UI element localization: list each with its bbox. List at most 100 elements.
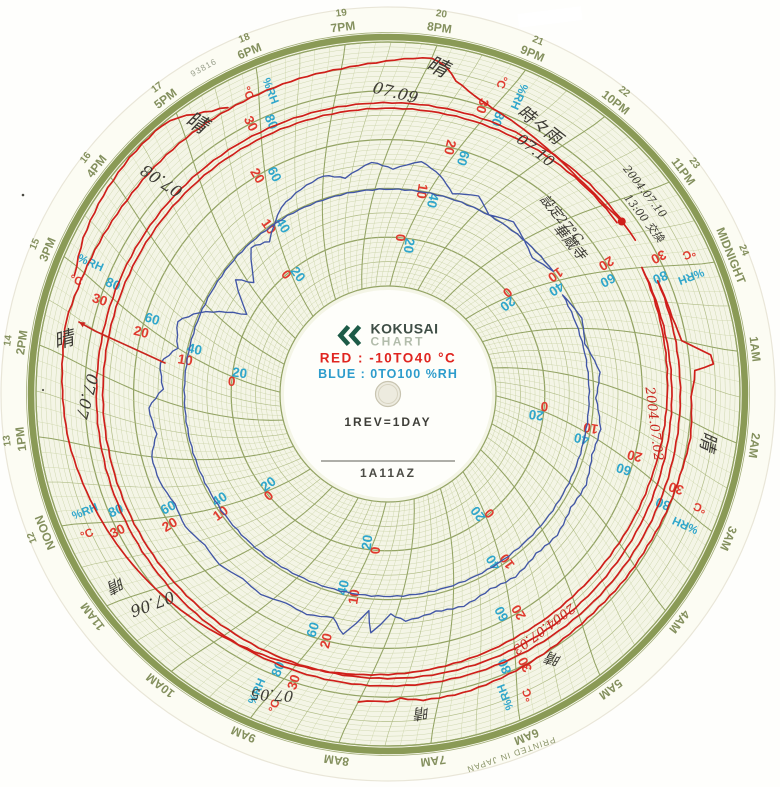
time-grid-line bbox=[495, 391, 718, 518]
scale-value-rh: 40 bbox=[273, 215, 294, 236]
time-grid-line bbox=[408, 98, 580, 289]
time-grid-line bbox=[84, 215, 282, 379]
time-grid-line bbox=[426, 136, 629, 294]
time-grid-line bbox=[40, 450, 296, 469]
hour-number: 21 bbox=[531, 34, 546, 49]
value-grid-circle bbox=[196, 202, 580, 586]
time-grid-line bbox=[491, 423, 666, 612]
scale-value-rh: 40 bbox=[546, 279, 567, 300]
scale-value-c: 10 bbox=[414, 183, 431, 200]
red-arrow-annotation bbox=[78, 321, 166, 364]
hour-label: 1AM bbox=[747, 336, 764, 363]
time-grid-line bbox=[477, 310, 733, 334]
scale-value-rh: 20 bbox=[497, 293, 518, 314]
value-grid-circle bbox=[181, 187, 595, 601]
hour-label: 8PM bbox=[426, 19, 452, 36]
hour-number: 14 bbox=[2, 334, 15, 347]
hour-label: 2AM bbox=[746, 432, 763, 459]
value-grid-circle bbox=[270, 276, 506, 512]
value-grid-circle bbox=[148, 154, 628, 634]
time-grid-line bbox=[214, 87, 304, 327]
hour-number: 24 bbox=[736, 243, 751, 258]
temperature-trace-end-dot bbox=[617, 217, 626, 226]
time-grid-line bbox=[465, 261, 715, 320]
time-grid-line bbox=[163, 122, 294, 343]
time-grid-line bbox=[455, 220, 695, 310]
temperature-trace bbox=[73, 106, 229, 277]
value-grid-circle bbox=[167, 173, 609, 615]
red-arrowhead bbox=[79, 322, 86, 328]
time-grid-line bbox=[475, 457, 575, 693]
scale-value-c: 10 bbox=[177, 351, 194, 368]
scan-glare bbox=[517, 6, 583, 28]
time-grid-line bbox=[494, 409, 692, 573]
time-grid-line bbox=[484, 441, 624, 656]
time-grid-line bbox=[89, 481, 325, 581]
scale-value-rh: 20 bbox=[287, 264, 308, 285]
scale-value-c: 20 bbox=[626, 447, 644, 465]
humidity-trace bbox=[148, 161, 602, 635]
scale-value-rh: 60 bbox=[491, 604, 511, 624]
scale-unit-c: °C bbox=[680, 245, 697, 261]
scale-unit-c: °C bbox=[79, 527, 96, 543]
time-grid-line bbox=[488, 350, 741, 398]
time-grid-line bbox=[264, 501, 391, 724]
hour-label: 8AM bbox=[323, 752, 350, 769]
scale-value-c: 20 bbox=[441, 138, 459, 156]
time-grid-line bbox=[472, 461, 562, 701]
time-grid-line bbox=[313, 46, 332, 302]
time-grid-line bbox=[308, 500, 406, 738]
scale-value-c: 20 bbox=[317, 632, 335, 650]
time-grid-line bbox=[495, 405, 699, 560]
hour-number: 18 bbox=[237, 31, 252, 46]
scale-value-c: 20 bbox=[159, 514, 180, 535]
time-grid-line bbox=[97, 483, 329, 594]
time-grid-line bbox=[451, 480, 482, 735]
time-grid-line bbox=[486, 436, 635, 646]
temperature-trace bbox=[68, 107, 673, 680]
time-grid-line bbox=[430, 147, 640, 296]
time-grid-line bbox=[209, 500, 373, 698]
scale-value-rh: 80 bbox=[261, 112, 281, 132]
time-grid-line bbox=[444, 486, 463, 742]
time-grid-line bbox=[430, 488, 455, 744]
time-grid-line bbox=[116, 488, 337, 619]
scale-value-rh: 20 bbox=[258, 473, 279, 494]
time-grid-line bbox=[375, 54, 483, 287]
time-grid-line bbox=[370, 50, 468, 288]
time-grid-line bbox=[39, 344, 284, 421]
time-grid-line bbox=[482, 445, 613, 666]
scale-unit-c: °C bbox=[692, 499, 708, 515]
revolution-label: 1REV=1DAY bbox=[344, 415, 432, 429]
hour-label: 7PM bbox=[330, 18, 356, 35]
hour-number: 13 bbox=[1, 434, 13, 447]
time-grid-line bbox=[294, 53, 325, 308]
scale-value-c: 10 bbox=[210, 503, 231, 524]
blue-range-label: BLUE : 0TO100 %RH bbox=[318, 367, 458, 381]
brand-sub: CHART bbox=[370, 334, 425, 349]
time-grid-line bbox=[196, 499, 368, 690]
time-grid-line bbox=[389, 69, 526, 287]
value-grid-circle bbox=[89, 95, 687, 693]
scale-value-rh: 20 bbox=[359, 534, 376, 551]
scale-value-rh: 80 bbox=[268, 659, 287, 678]
time-grid-line bbox=[110, 176, 285, 365]
scale-value-c: 0 bbox=[368, 546, 384, 555]
value-grid-circle bbox=[201, 207, 575, 581]
temperature-trace bbox=[95, 101, 715, 703]
value-grid-circle bbox=[132, 138, 644, 650]
kokusai-chevron-icon bbox=[337, 324, 362, 346]
time-grid-line bbox=[448, 483, 472, 739]
time-grid-line bbox=[236, 501, 382, 712]
value-grid-circle bbox=[128, 134, 648, 654]
chart-rim-outline bbox=[26, 32, 750, 756]
value-grid-circle bbox=[245, 251, 531, 537]
time-grid-line bbox=[494, 376, 732, 474]
value-grid-circle bbox=[113, 119, 663, 669]
value-grid-circle bbox=[152, 158, 624, 630]
time-grid-line bbox=[466, 468, 535, 715]
time-grid-line bbox=[35, 390, 288, 438]
scale-value-rh: 80 bbox=[650, 268, 670, 288]
scale-unit-c: °C bbox=[493, 74, 509, 90]
time-grid-line bbox=[81, 478, 321, 568]
